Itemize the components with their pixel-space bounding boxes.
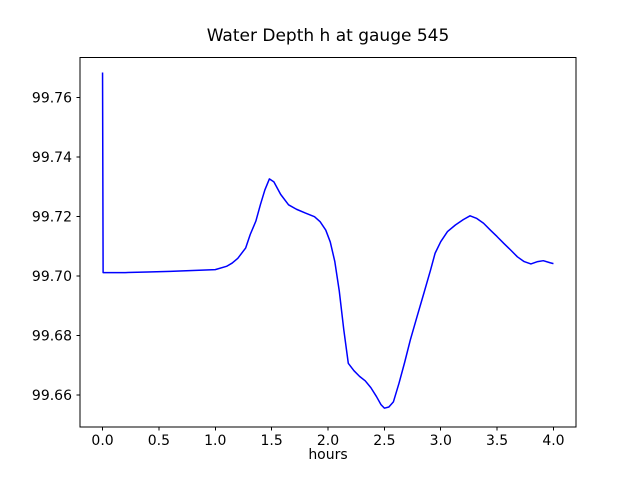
axes-frame — [79, 57, 577, 428]
y-tick-label: 99.74 — [32, 150, 72, 166]
x-tick-label: 0.0 — [91, 433, 113, 449]
y-tick-label: 99.66 — [32, 388, 72, 404]
x-tick-label: 3.0 — [430, 433, 452, 449]
y-tick-label: 99.68 — [32, 329, 72, 345]
x-tick-label: 3.5 — [486, 433, 508, 449]
x-axis-label: hours — [308, 447, 348, 463]
x-tick-label: 4.0 — [542, 433, 564, 449]
y-tick-label: 99.76 — [32, 91, 72, 107]
x-tick-label: 1.5 — [261, 433, 283, 449]
x-tick-label: 2.5 — [373, 433, 395, 449]
x-tick-label: 1.0 — [204, 433, 226, 449]
y-tick-label: 99.70 — [32, 269, 72, 285]
x-tick-label: 2.0 — [317, 433, 339, 449]
series-line-water-depth-h — [101, 72, 554, 409]
x-tick-label: 0.5 — [148, 433, 170, 449]
y-tick-label: 99.72 — [32, 210, 72, 226]
chart-title: Water Depth h at gauge 545 — [206, 26, 450, 46]
